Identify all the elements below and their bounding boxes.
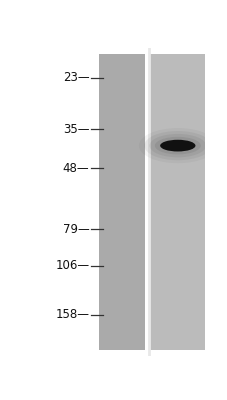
Ellipse shape [154, 137, 200, 154]
Text: 106—: 106— [55, 259, 89, 272]
Text: 48—: 48— [63, 162, 89, 174]
FancyBboxPatch shape [149, 54, 204, 350]
Ellipse shape [144, 131, 210, 160]
Text: 79—: 79— [62, 223, 89, 236]
FancyBboxPatch shape [99, 54, 145, 350]
Ellipse shape [138, 128, 216, 163]
Ellipse shape [149, 134, 205, 157]
Text: 35—: 35— [63, 123, 89, 136]
Ellipse shape [159, 140, 195, 152]
Text: 158—: 158— [55, 308, 89, 321]
Text: 23—: 23— [63, 71, 89, 84]
